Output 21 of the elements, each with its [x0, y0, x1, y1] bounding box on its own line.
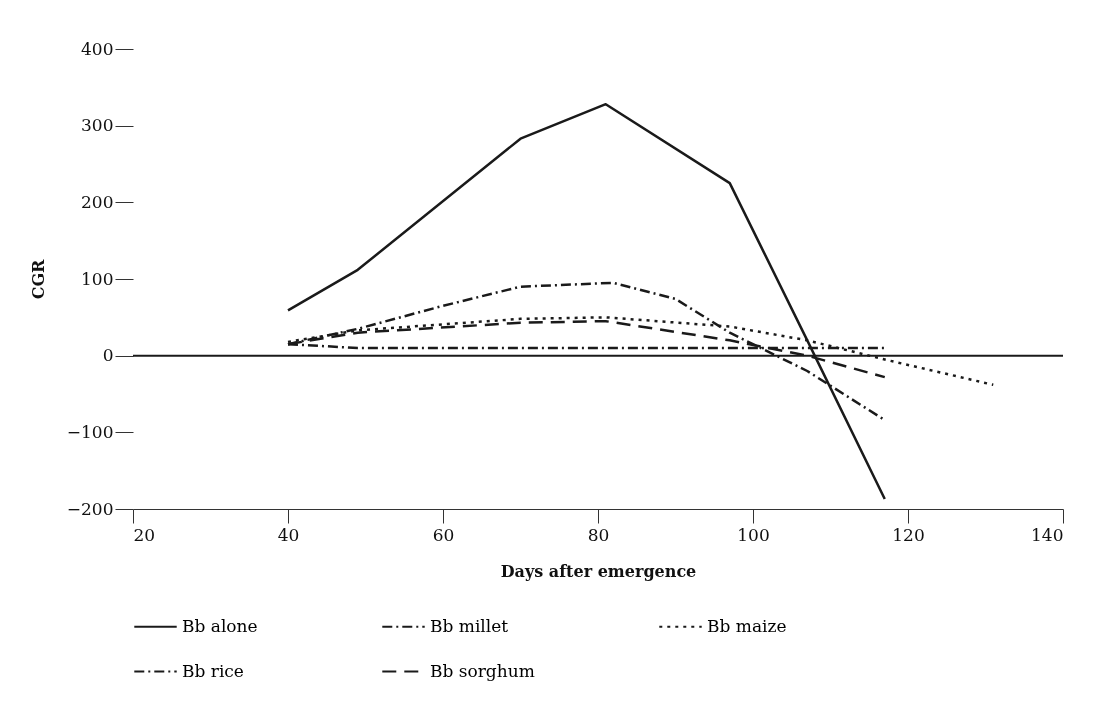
- y-tick-label: 0: [102, 345, 114, 366]
- x-tick-label: 100: [737, 524, 770, 545]
- x-tick-label: 120: [892, 524, 925, 545]
- y-tick-label: 200: [81, 191, 114, 212]
- x-tick-label: 60: [432, 524, 455, 545]
- x-tick-label: 20: [133, 524, 156, 545]
- legend-label: Bb sorghum: [430, 660, 535, 681]
- y-tick-label: 100: [81, 268, 114, 289]
- x-tick-label: 140: [1031, 524, 1064, 545]
- x-axis-title: Days after emergence: [500, 561, 697, 581]
- y-tick-label: −200: [66, 498, 114, 519]
- y-axis-title: CGR: [28, 258, 48, 300]
- legend-label: Bb millet: [430, 615, 509, 636]
- x-tick-label: 80: [587, 524, 610, 545]
- y-tick-label: 400: [81, 38, 114, 59]
- legend-label: Bb alone: [182, 615, 258, 636]
- y-tick-label: −100: [66, 421, 114, 442]
- y-tick-label: 300: [81, 115, 114, 136]
- x-tick-label: 40: [277, 524, 300, 545]
- legend-label: Bb maize: [707, 615, 787, 636]
- legend-label: Bb rice: [182, 660, 244, 681]
